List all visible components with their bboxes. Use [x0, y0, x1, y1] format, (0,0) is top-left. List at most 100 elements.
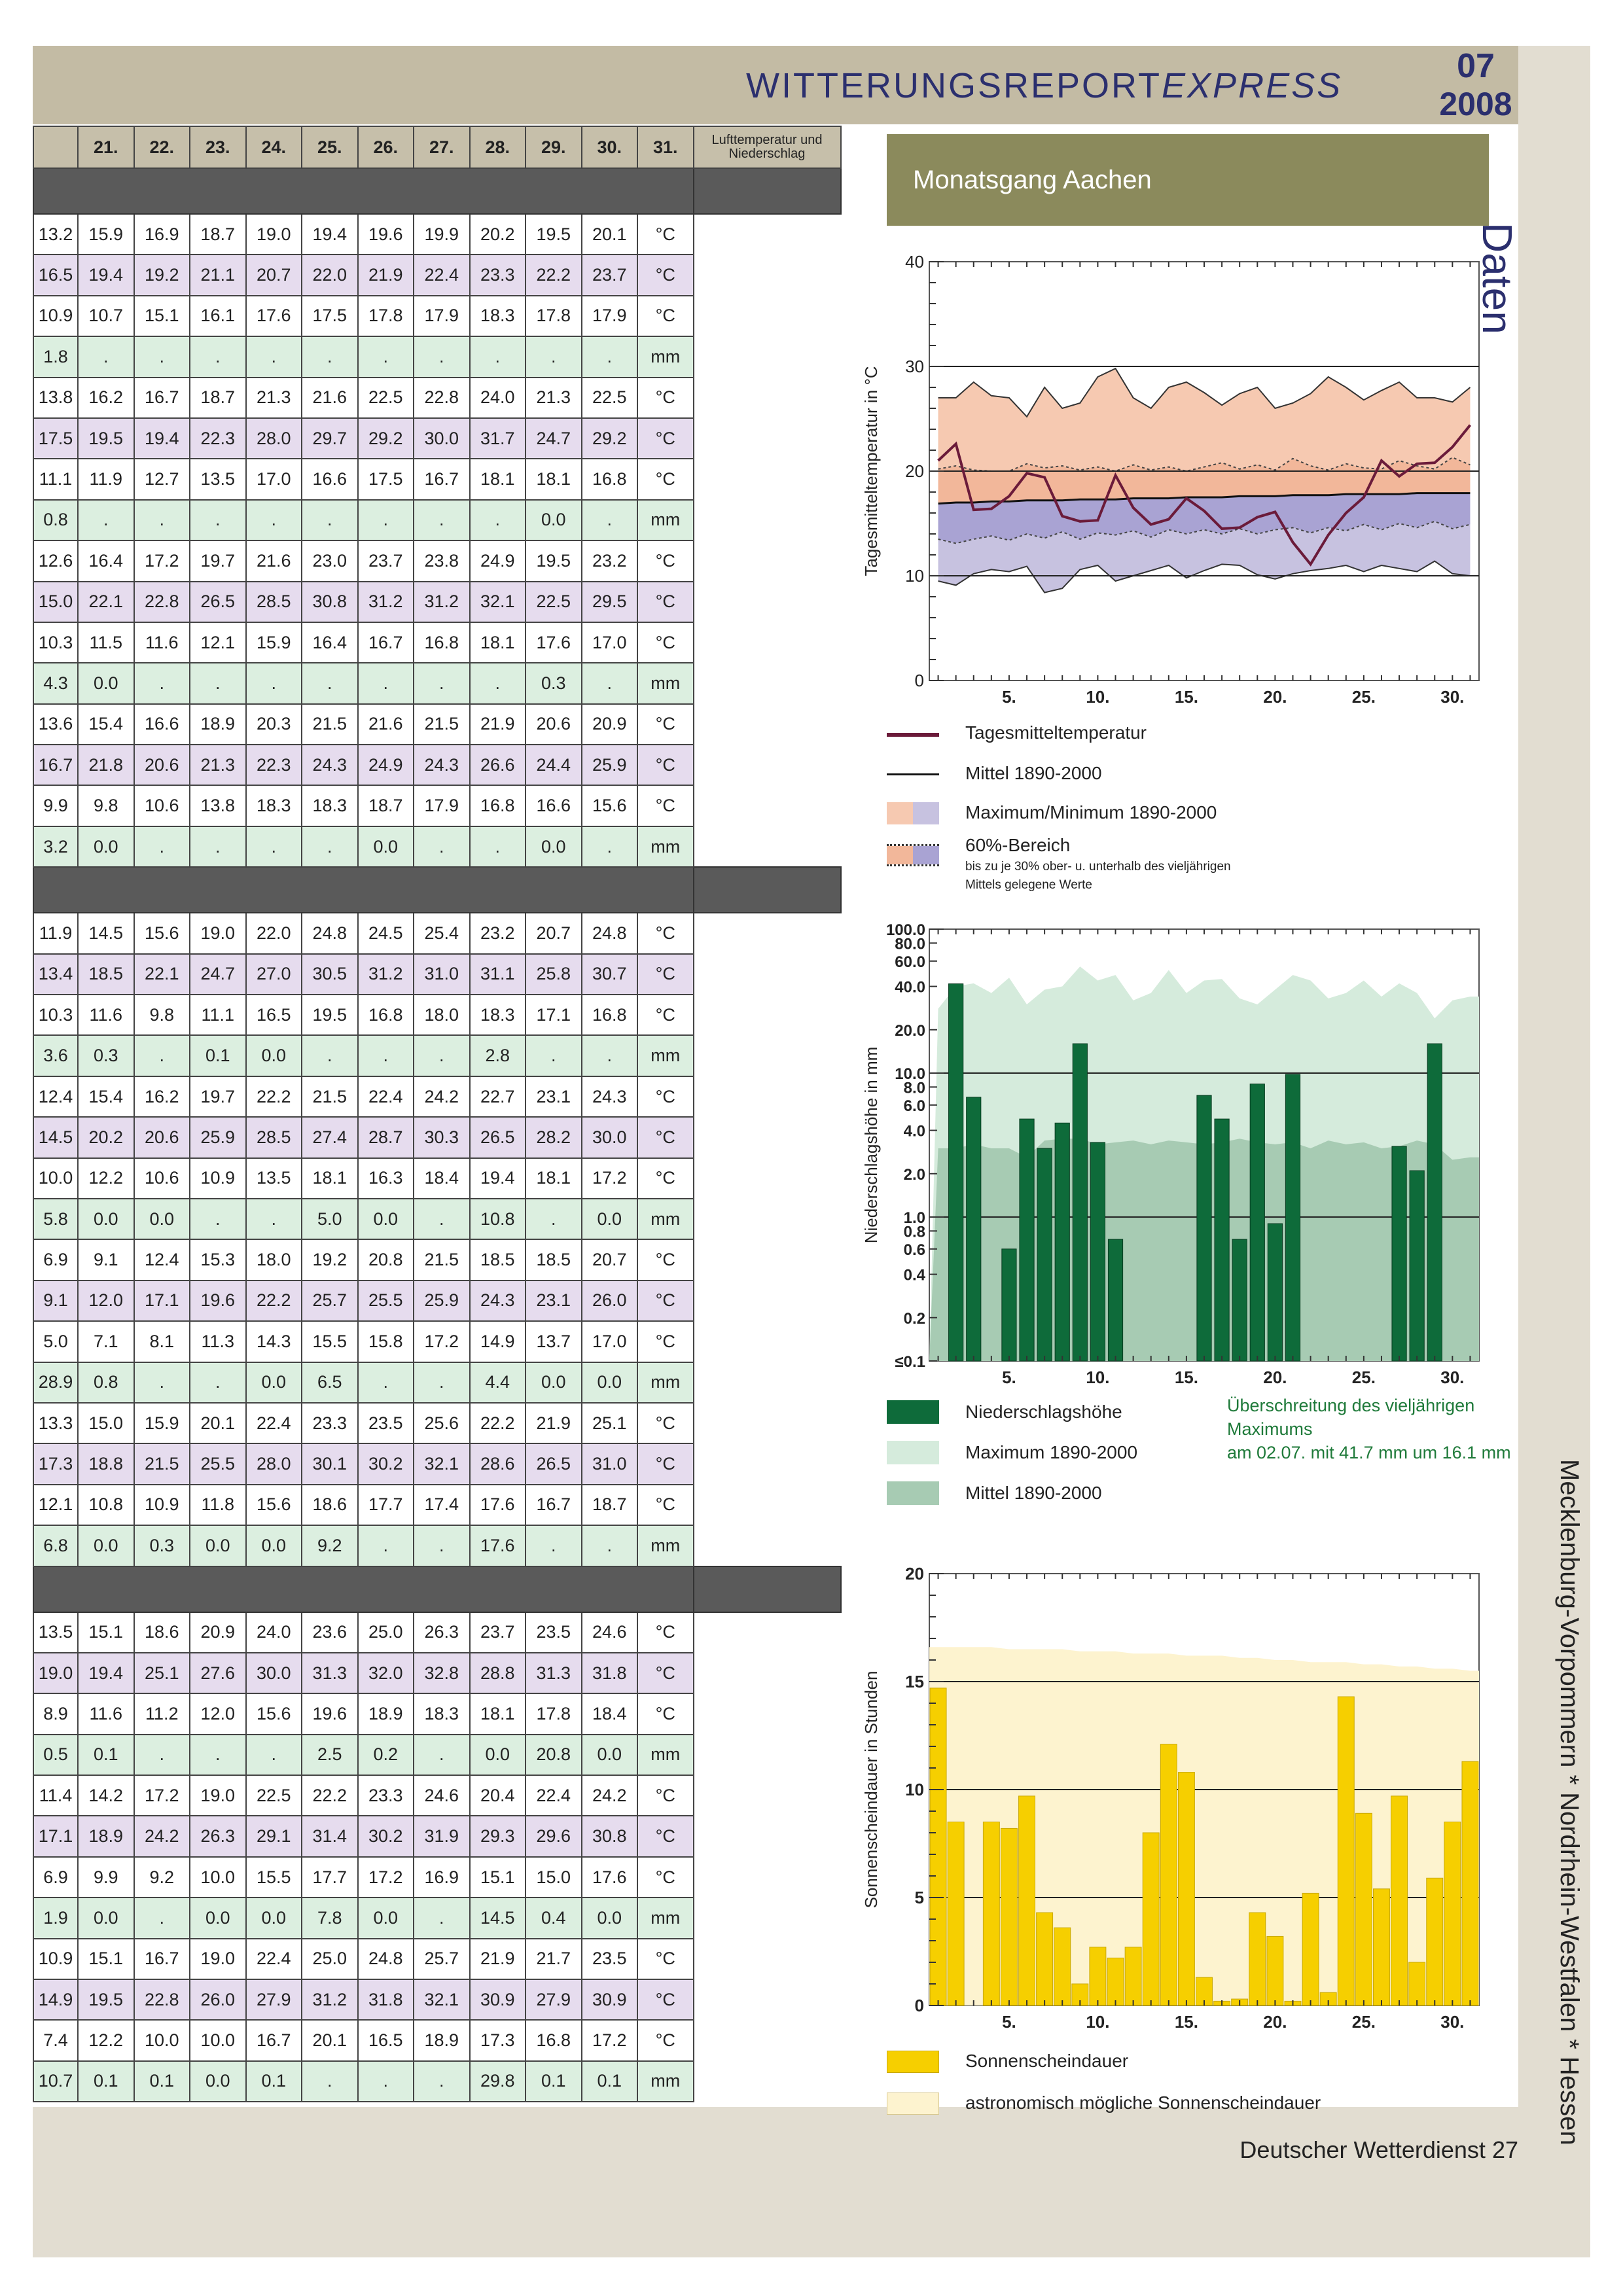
precipitation-bar	[1267, 1223, 1283, 1362]
table-cell: 19.0	[245, 213, 302, 256]
table-cell: .	[580, 825, 638, 868]
table-cell: 14.9	[469, 1320, 526, 1363]
table-cell: 21.1	[189, 254, 247, 296]
table-cell: 20.6	[133, 744, 190, 786]
station-header-bar	[33, 1565, 694, 1613]
table-cell: 20.2	[77, 1116, 135, 1159]
table-cell: 16.1	[189, 294, 247, 338]
table-row: 13.4 18.5 22.1 24.7 27.0 30.5 31.2 31.0 31.1 25.8…	[33, 953, 841, 996]
table-cell: 17.6	[525, 621, 582, 664]
table-cell: 20.9	[189, 1611, 247, 1653]
table-cell: 15.8	[357, 1320, 414, 1363]
table-cell: 24.6	[413, 1775, 471, 1817]
table-cell: 10.7	[77, 294, 135, 338]
table-cell: 9.1	[33, 1279, 79, 1322]
precipitation-note: Überschreitung des vieljährigen Maximums…	[1227, 1396, 1511, 1462]
table-cell: 28.2	[525, 1116, 582, 1159]
table-cell: 15.0	[33, 580, 79, 623]
table-cell: 17.1	[33, 1815, 79, 1858]
table-cell: 31.0	[413, 953, 471, 996]
table-cell: 23.5	[525, 1611, 582, 1653]
table-cell: 10.0	[33, 1157, 79, 1199]
table-cell: 0.1	[133, 2060, 190, 2103]
table-cell: 19.6	[357, 213, 414, 256]
table-cell: .	[413, 825, 471, 868]
table-cell: 0.0	[189, 1525, 247, 1567]
table-cell: 19.0	[189, 1937, 247, 1981]
table-cell: 15.1	[469, 1856, 526, 1899]
table-row: 17.1 18.9 24.2 26.3 29.1 31.4 30.2 31.9 29.3 29.6…	[33, 1815, 841, 1858]
table-cell: .	[469, 336, 526, 378]
table-cell: 20.1	[301, 2019, 359, 2062]
table-cell: 31.2	[357, 580, 414, 623]
table-cell: 11.4	[33, 1775, 79, 1817]
table-cell: 15.3	[189, 1239, 247, 1281]
table-cell: 21.5	[301, 1075, 359, 1118]
table-cell: 22.2	[469, 1402, 526, 1445]
sunshine-bar	[1142, 1832, 1160, 2006]
table-cell: .	[413, 1034, 471, 1077]
unit-cell: mm	[637, 825, 694, 868]
table-cell: 3.6	[33, 1034, 79, 1077]
table-cell: 30.0	[580, 1116, 638, 1159]
table-cell: 12.0	[189, 1693, 247, 1735]
lower-60-band	[938, 493, 1471, 544]
precipitation-bar	[1409, 1170, 1425, 1362]
legend-label: Maximum 1890-2000	[965, 1442, 1138, 1462]
table-row: 13.6 15.4 16.6 18.9 20.3 21.5 21.6 21.5 21.9 20.6…	[33, 703, 841, 746]
table-cell: 19.4	[469, 1157, 526, 1199]
table-cell: 16.5	[357, 2019, 414, 2062]
table-cell: 16.8	[580, 994, 638, 1036]
table-cell: 27.9	[525, 1979, 582, 2021]
table-cell: 15.5	[301, 1320, 359, 1363]
unit-cell: mm	[637, 1525, 694, 1567]
table-cell: 18.7	[189, 213, 247, 256]
table-cell: 10.7	[33, 2060, 79, 2103]
table-cell: .	[189, 336, 247, 378]
table-cell: 16.4	[301, 621, 359, 664]
table-cell: 18.0	[413, 994, 471, 1036]
table-cell: 13.8	[33, 376, 79, 419]
table-cell: 24.7	[525, 417, 582, 460]
table-cell: 16.7	[33, 744, 79, 786]
table-cell: 24.9	[469, 540, 526, 582]
table-cell: 0.4	[525, 1897, 582, 1939]
table-cell: 15.1	[77, 1611, 135, 1653]
daily-mean-line	[937, 424, 1472, 567]
table-cell: 18.4	[580, 1693, 638, 1735]
legend-label: astronomisch mögliche Sonnenscheindauer	[965, 2093, 1321, 2113]
table-cell: 19.0	[189, 912, 247, 955]
legend-swatch-astro	[887, 2093, 939, 2115]
table-cell: 17.7	[301, 1856, 359, 1899]
table-cell: 16.3	[357, 1157, 414, 1199]
table-cell: 17.2	[413, 1320, 471, 1363]
sunshine-bar	[1391, 1795, 1408, 2006]
y-tick-label: 2.0	[904, 1166, 925, 1184]
table-cell: 18.0	[245, 1239, 302, 1281]
table-cell: 18.1	[525, 458, 582, 501]
table-cell: .	[580, 499, 638, 542]
table-cell: 22.2	[245, 1075, 302, 1118]
sunshine-bar	[1036, 1912, 1054, 2006]
table-cell: 20.8	[357, 1239, 414, 1281]
table-row: 1.8.......... mm	[33, 336, 841, 378]
table-cell: 21.5	[413, 703, 471, 746]
unit-cell: °C	[637, 1116, 694, 1159]
y-tick-label: 40.0	[895, 979, 925, 997]
table-cell: 26.6	[469, 744, 526, 786]
table-cell: 10.6	[133, 785, 190, 827]
unit-cell: °C	[637, 785, 694, 827]
table-cell: 9.2	[301, 1525, 359, 1567]
table-cell: 16.8	[413, 621, 471, 664]
table-cell: 17.1	[133, 1279, 190, 1322]
table-cell: 16.2	[133, 1075, 190, 1118]
column-header: 27.	[413, 126, 471, 169]
table-cell: 26.3	[413, 1611, 471, 1653]
table-cell: .	[525, 336, 582, 378]
table-cell: 17.9	[580, 294, 638, 338]
y-tick-label: 0.2	[904, 1310, 925, 1328]
y-tick-label: 0	[915, 671, 924, 690]
table-cell: 17.4	[413, 1483, 471, 1527]
table-cell: 13.5	[245, 1157, 302, 1199]
y-axis-label: Sonnenscheindauer in Stunden	[861, 1671, 881, 1909]
